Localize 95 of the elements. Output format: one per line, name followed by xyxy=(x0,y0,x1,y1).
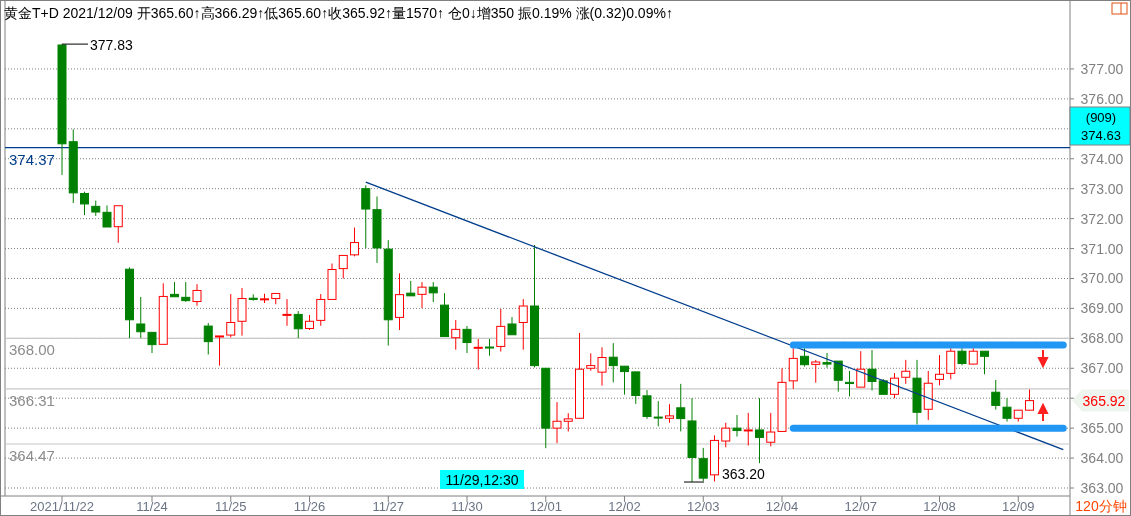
ref-line-label: 366.31 xyxy=(9,391,55,409)
candlestick xyxy=(462,325,472,354)
y-tick-label: 369.00 xyxy=(1080,300,1124,317)
candlestick xyxy=(181,281,191,303)
chart-title: 黄金T+D 2021/12/09 开365.60↑高366.29↑低365.60↑收365.92↑量1570↑ 仓0↓增350 振0.19% 涨(0.32)0.09%↑ xyxy=(4,5,673,21)
candlestick xyxy=(935,354,944,386)
candlestick xyxy=(473,338,483,370)
x-tick-label: 12/08 xyxy=(923,499,956,514)
candlestick xyxy=(338,254,348,279)
y-tick-label: 372.00 xyxy=(1080,210,1124,227)
candlestick xyxy=(620,365,629,396)
text: (909) xyxy=(1085,110,1117,125)
candlestick xyxy=(136,296,146,339)
candlestick xyxy=(350,227,359,257)
y-tick-label: 371.00 xyxy=(1080,240,1124,257)
candlestick xyxy=(597,346,607,387)
candlestick xyxy=(788,347,798,390)
candlestick xyxy=(732,414,742,438)
x-tick-label: 12/03 xyxy=(686,499,720,514)
candlestick xyxy=(856,350,866,388)
annotation: 363.20 xyxy=(722,466,766,483)
y-tick-label: 376.00 xyxy=(1080,90,1124,107)
x-tick-label: 11/24 xyxy=(136,499,168,514)
candlestick xyxy=(867,349,877,391)
x-tick-label: 12/07 xyxy=(844,499,878,514)
candlestick xyxy=(755,397,764,464)
ref-line-label: 368.00 xyxy=(9,341,55,359)
candlestick xyxy=(676,383,686,432)
candlestick xyxy=(642,389,652,420)
x-tick-label: 12/09 xyxy=(1001,499,1035,514)
candlestick xyxy=(901,359,911,385)
candlestick xyxy=(563,412,573,432)
candlestick xyxy=(833,360,843,393)
text: 374.63 xyxy=(1081,128,1121,143)
candlestick xyxy=(665,403,674,424)
candlestick xyxy=(608,342,618,383)
candlestick xyxy=(203,322,213,356)
candlestick xyxy=(698,447,708,482)
candlestick xyxy=(113,205,123,244)
candlestick xyxy=(215,335,224,367)
x-tick-label: 11/25 xyxy=(214,499,247,514)
y-tick-label: 364.00 xyxy=(1080,450,1124,467)
ref-line-label: 374.37 xyxy=(9,150,55,168)
candlestick xyxy=(822,352,832,369)
x-tick-label: 12/01 xyxy=(529,499,563,514)
candlestick xyxy=(316,293,326,327)
candlestick xyxy=(237,287,247,337)
candlestick xyxy=(428,281,438,303)
x-tick-label: 12/04 xyxy=(765,499,799,514)
candlestick xyxy=(102,204,112,228)
y-tick-label: 374.00 xyxy=(1080,150,1124,167)
x-tick-label: 11/26 xyxy=(293,499,326,514)
annotation: 377.83 xyxy=(90,37,134,54)
candlestick xyxy=(1002,397,1012,423)
y-tick-label: 377.00 xyxy=(1080,60,1124,77)
y-tick-label: 365.00 xyxy=(1080,420,1124,437)
text: 365.92 xyxy=(1082,392,1126,409)
text: 120分钟 xyxy=(1075,498,1127,514)
x-tick-label: 12/02 xyxy=(608,499,641,514)
candlestick xyxy=(980,350,989,375)
candlestick xyxy=(946,347,956,380)
candlestick xyxy=(845,370,854,397)
x-tick-label: 11/27 xyxy=(372,499,405,514)
candlestick xyxy=(80,191,89,216)
x-tick-label: 2021/11/22 xyxy=(29,499,95,514)
candlestick xyxy=(631,371,641,405)
candlestick xyxy=(451,319,461,351)
candlestick xyxy=(721,422,731,448)
y-tick-label: 363.00 xyxy=(1080,480,1124,497)
ref-line-label: 364.47 xyxy=(9,447,55,465)
candlestick xyxy=(417,281,427,309)
candlestick xyxy=(653,400,663,427)
candlestick xyxy=(552,401,562,444)
candlestick xyxy=(192,283,202,307)
candlestick xyxy=(282,298,292,327)
candlestick xyxy=(766,412,776,447)
candlestick xyxy=(147,331,157,354)
y-tick-label: 367.00 xyxy=(1080,360,1124,377)
candlestick xyxy=(395,272,404,331)
x-tick-label: 11/30 xyxy=(451,499,483,514)
candlestick xyxy=(890,372,899,399)
candlestick xyxy=(743,412,753,447)
y-tick-label: 368.00 xyxy=(1080,330,1124,347)
candlestick xyxy=(991,379,1001,411)
candlestick xyxy=(361,184,371,249)
y-tick-label: 370.00 xyxy=(1080,270,1124,287)
candlestick xyxy=(293,310,303,339)
y-tick-label: 373.00 xyxy=(1080,180,1124,197)
candlestick xyxy=(1025,389,1034,411)
candlestick xyxy=(811,359,821,384)
candlestick xyxy=(800,347,809,367)
annotation: 11/29,12:30 xyxy=(445,472,519,488)
candlestick xyxy=(518,298,528,351)
candlestick xyxy=(226,293,236,338)
candlestick xyxy=(496,308,506,353)
